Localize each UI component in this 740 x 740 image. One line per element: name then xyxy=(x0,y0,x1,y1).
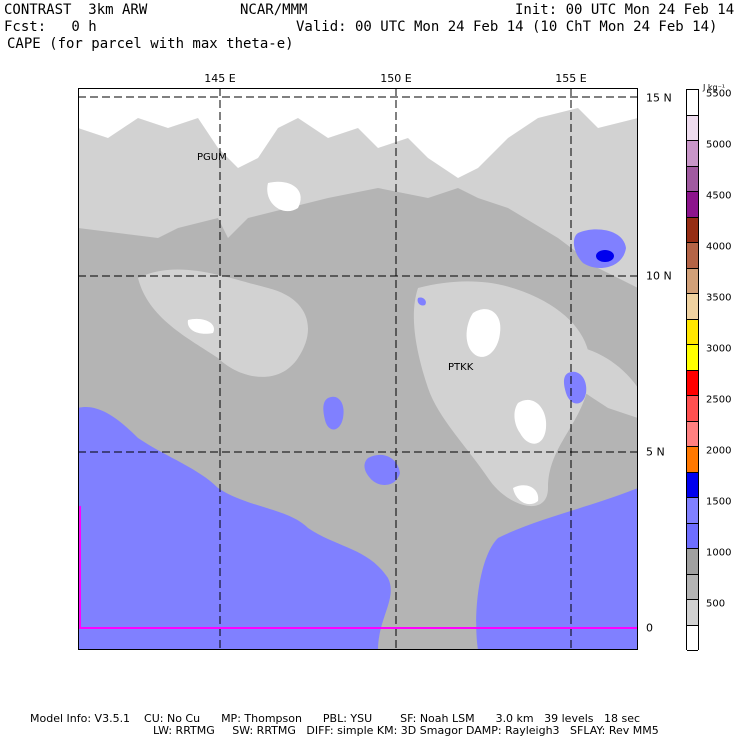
colorbar-cell xyxy=(687,421,698,447)
model-info-line-1: Model Info: V3.5.1 CU: No Cu MP: Thompso… xyxy=(30,712,641,725)
colorbar-cell xyxy=(687,345,698,371)
cape-high-spot xyxy=(596,250,614,262)
lon-label-145: 145 E xyxy=(204,72,236,85)
lat-label-5: 5 N xyxy=(646,445,665,459)
colorbar-cell xyxy=(687,625,698,651)
colorbar-tick-label: 2500 xyxy=(706,394,732,406)
colorbar-cell xyxy=(687,268,698,294)
cape-map xyxy=(78,88,638,650)
colorbar-tick-label: 2000 xyxy=(706,445,732,457)
colorbar-cell xyxy=(687,319,698,345)
colorbar-cell xyxy=(687,141,698,167)
colorbar-cell xyxy=(687,472,698,498)
colorbar-cell xyxy=(687,600,698,626)
init-time: Init: 00 UTC Mon 24 Feb 14 xyxy=(515,2,735,18)
colorbar-cell xyxy=(687,166,698,192)
colorbar-cell xyxy=(687,574,698,600)
valid-time: Valid: 00 UTC Mon 24 Feb 14 (10 ChT Mon … xyxy=(296,19,718,35)
lat-label-15: 15 N xyxy=(646,91,672,105)
colorbar xyxy=(686,89,699,651)
colorbar-tick-label: 5000 xyxy=(706,139,732,151)
center-label: NCAR/MMM xyxy=(240,2,308,18)
station-label-pgum: PGUM xyxy=(197,152,227,163)
colorbar-cell xyxy=(687,523,698,549)
lat-label-0: 0 xyxy=(646,621,653,635)
lat-lon-grid xyxy=(78,88,638,650)
colorbar-cell xyxy=(687,549,698,575)
model-info-line-2: LW: RRTMG SW: RRTMG DIFF: simple KM: 3D … xyxy=(153,724,659,737)
colorbar-tick-label: 3000 xyxy=(706,343,732,355)
colorbar-tick-label: 5500 xyxy=(706,88,732,100)
lon-label-150: 150 E xyxy=(380,72,412,85)
colorbar-tick-label: 4500 xyxy=(706,190,732,202)
colorbar-cell xyxy=(687,294,698,320)
colorbar-tick-label: 3500 xyxy=(706,292,732,304)
colorbar-cell xyxy=(687,217,698,243)
cape-zero-region xyxy=(78,88,638,505)
cape-mid-region xyxy=(78,229,638,650)
colorbar-cell xyxy=(687,90,698,116)
colorbar-cell xyxy=(687,192,698,218)
colorbar-tick-label: 500 xyxy=(706,598,726,610)
lat-label-10: 10 N xyxy=(646,269,672,283)
colorbar-tick-label: 4000 xyxy=(706,241,732,253)
colorbar-cell xyxy=(687,115,698,141)
lon-label-155: 155 E xyxy=(555,72,587,85)
model-title: CONTRAST 3km ARW xyxy=(4,2,148,18)
station-label-ptkk: PTKK xyxy=(448,362,474,373)
colorbar-cell xyxy=(687,243,698,269)
forecast-hour: Fcst: 0 h xyxy=(4,19,97,35)
domain-boundary xyxy=(78,506,638,629)
colorbar-cell xyxy=(687,498,698,524)
field-title: CAPE (for parcel with max theta-e) xyxy=(7,36,294,52)
map-frame xyxy=(78,88,638,650)
colorbar-tick-label: 1000 xyxy=(706,547,732,559)
colorbar-tick-label: 1500 xyxy=(706,496,732,508)
colorbar-units: J kg⁻¹ xyxy=(703,83,726,92)
colorbar-cell xyxy=(687,396,698,422)
colorbar-cell xyxy=(687,447,698,473)
colorbar-cell xyxy=(687,370,698,396)
